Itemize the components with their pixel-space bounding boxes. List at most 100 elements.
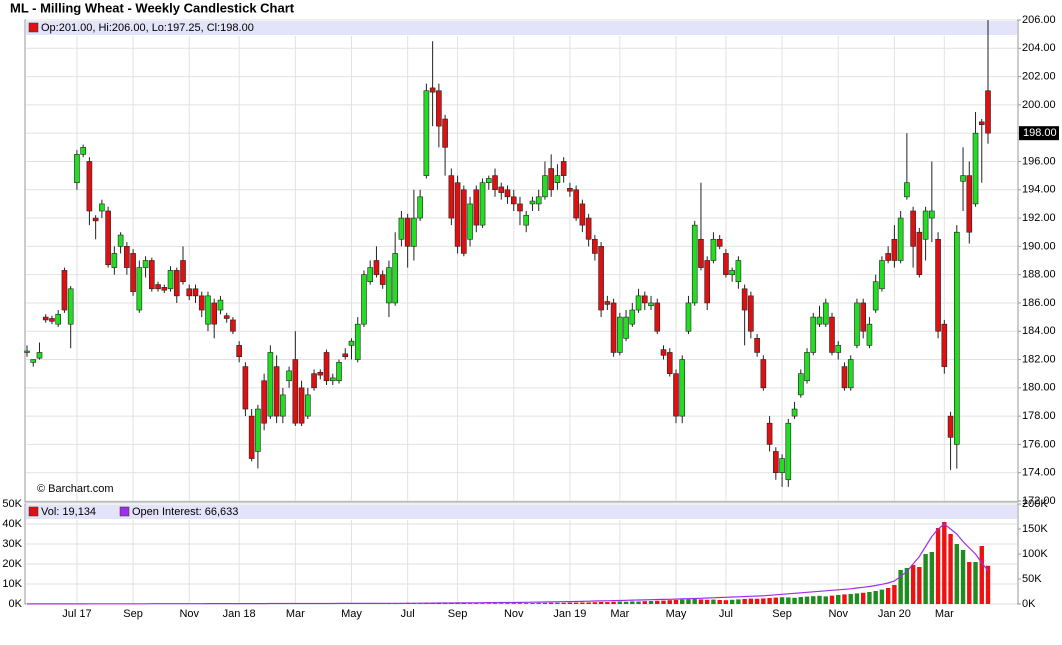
candle-body xyxy=(417,196,423,219)
candle-body xyxy=(155,284,161,290)
volume-bar xyxy=(623,601,629,604)
volume-bar xyxy=(985,565,991,604)
candle-body xyxy=(579,203,586,226)
x-tick-label: Sep xyxy=(123,608,143,620)
volume-bar xyxy=(542,602,548,604)
candle-body xyxy=(716,238,723,247)
volume-bar xyxy=(592,602,598,604)
candle-body xyxy=(710,238,717,261)
volume-bar xyxy=(680,599,685,604)
candle-body xyxy=(442,118,448,148)
volume-bar xyxy=(873,591,878,604)
volume-bar xyxy=(586,602,591,604)
candle-body xyxy=(36,352,43,359)
candle-body xyxy=(267,352,274,417)
x-tick-label: Jul 17 xyxy=(62,608,91,620)
candle-body xyxy=(916,231,923,275)
x-tick-label: Sep xyxy=(448,608,468,620)
volume-bar xyxy=(898,570,903,604)
volume-bar xyxy=(885,588,891,604)
volume-bar xyxy=(860,592,866,604)
candle-body xyxy=(292,359,299,424)
volume-bar xyxy=(486,603,491,604)
candle-body xyxy=(854,302,860,346)
volume-bar xyxy=(580,602,585,604)
candle-body xyxy=(567,188,573,192)
candle-body xyxy=(910,210,916,247)
volume-bar xyxy=(611,601,616,604)
volume-bar xyxy=(935,528,941,604)
volume-bar xyxy=(686,599,691,604)
candle-body xyxy=(273,366,280,417)
candle-body xyxy=(766,422,773,445)
volume-bar xyxy=(842,594,847,604)
x-tick-label: Mar xyxy=(610,608,629,620)
volume-bar xyxy=(467,603,473,604)
candle-body xyxy=(648,302,654,307)
candle-body xyxy=(74,154,80,183)
open-interest-line xyxy=(27,523,989,605)
volume-bar xyxy=(929,552,935,604)
legend-swatch xyxy=(28,506,39,517)
volume-bar xyxy=(636,601,641,604)
x-tick-label: Jan 19 xyxy=(553,608,586,620)
y2-tick-label: 200K xyxy=(1022,498,1048,510)
candle-body xyxy=(598,246,604,311)
candle-body xyxy=(198,295,205,311)
y2-tick-label: 150K xyxy=(1022,523,1048,535)
candle-body xyxy=(523,214,530,226)
volume-bar xyxy=(517,603,523,604)
candle-body xyxy=(398,217,405,240)
volume-bar xyxy=(786,597,791,604)
candle-body xyxy=(354,323,361,360)
volume-bar xyxy=(879,589,885,604)
x-tick-label: May xyxy=(341,608,362,620)
x-tick-label: Jan 20 xyxy=(878,608,911,620)
volume-bar xyxy=(910,565,916,604)
candle-body xyxy=(723,253,729,275)
y2-tick-label: 50K xyxy=(1022,573,1042,585)
candle-body xyxy=(972,132,979,205)
volume-bar xyxy=(555,602,560,604)
candle-body xyxy=(361,274,367,325)
volume-bar xyxy=(648,601,654,604)
y-tick-label: 204.00 xyxy=(1022,42,1056,54)
candle-body xyxy=(423,90,430,176)
volume-bar xyxy=(455,603,460,604)
candle-body xyxy=(660,349,667,356)
candle-body xyxy=(473,189,480,226)
candle-body xyxy=(80,147,86,155)
candle-body xyxy=(305,394,311,417)
candle-body xyxy=(92,217,99,222)
legend-label: Open Interest: 66,633 xyxy=(132,506,238,518)
candle-body xyxy=(966,175,973,233)
candle-body xyxy=(461,189,467,254)
candle-body xyxy=(298,387,305,424)
candle-body xyxy=(492,175,498,191)
candle-body xyxy=(498,186,505,193)
volume-bar xyxy=(811,596,816,604)
candle-body xyxy=(55,313,62,325)
candle-body xyxy=(311,373,317,389)
candle-body xyxy=(510,196,517,205)
candle-body xyxy=(167,270,174,290)
y2-tick-label: 100K xyxy=(1022,548,1048,560)
candle-body xyxy=(217,299,224,311)
candle-body xyxy=(117,234,124,247)
candle-body xyxy=(49,318,55,322)
x-tick-label: Mar xyxy=(286,608,305,620)
candle-body xyxy=(947,415,954,438)
candle-body xyxy=(985,90,991,134)
candle-body xyxy=(454,182,461,247)
candle-body xyxy=(935,238,941,332)
candle-body xyxy=(872,281,879,311)
candle-body xyxy=(779,458,785,474)
volume-bar xyxy=(461,603,467,604)
candle-body xyxy=(829,316,835,353)
x-tick-label: Jul xyxy=(401,608,415,620)
volume-bar xyxy=(979,546,984,604)
candle-body xyxy=(161,287,168,291)
volume-bar xyxy=(748,598,754,604)
candle-body xyxy=(211,302,218,325)
x-tick-label: Jan 18 xyxy=(223,608,256,620)
